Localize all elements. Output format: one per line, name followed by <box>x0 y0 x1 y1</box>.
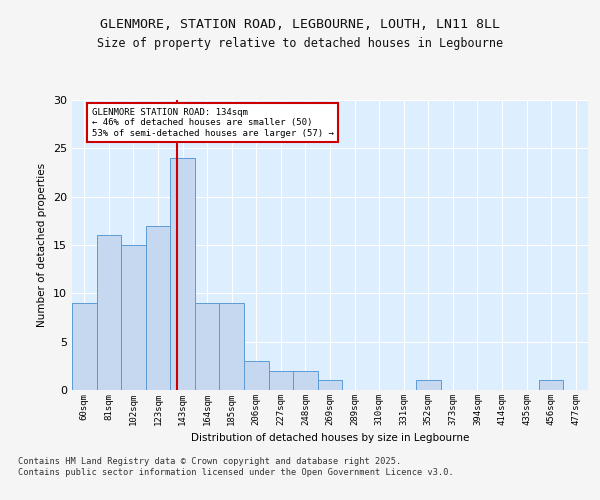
Bar <box>195 303 220 390</box>
X-axis label: Distribution of detached houses by size in Legbourne: Distribution of detached houses by size … <box>191 434 469 444</box>
Bar <box>539 380 563 390</box>
Bar <box>146 226 170 390</box>
Bar <box>121 245 146 390</box>
Y-axis label: Number of detached properties: Number of detached properties <box>37 163 47 327</box>
Bar <box>318 380 342 390</box>
Text: Size of property relative to detached houses in Legbourne: Size of property relative to detached ho… <box>97 38 503 51</box>
Bar <box>269 370 293 390</box>
Bar <box>244 361 269 390</box>
Bar <box>416 380 440 390</box>
Bar <box>220 303 244 390</box>
Text: Contains HM Land Registry data © Crown copyright and database right 2025.
Contai: Contains HM Land Registry data © Crown c… <box>18 458 454 477</box>
Bar <box>72 303 97 390</box>
Text: GLENMORE STATION ROAD: 134sqm
← 46% of detached houses are smaller (50)
53% of s: GLENMORE STATION ROAD: 134sqm ← 46% of d… <box>92 108 334 138</box>
Bar <box>97 236 121 390</box>
Text: GLENMORE, STATION ROAD, LEGBOURNE, LOUTH, LN11 8LL: GLENMORE, STATION ROAD, LEGBOURNE, LOUTH… <box>100 18 500 30</box>
Bar <box>170 158 195 390</box>
Bar <box>293 370 318 390</box>
